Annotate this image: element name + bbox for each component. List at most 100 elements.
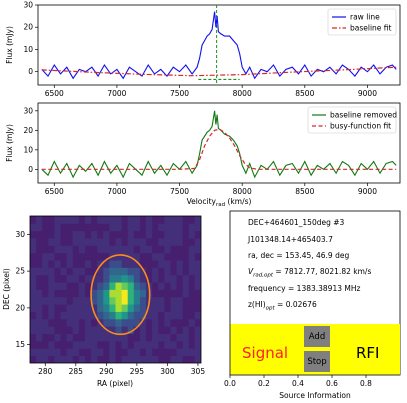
baseline-removed-plot: 6500 7000 7500 8000 8500 9000 0 10 20 30 Flux (mJ… (5, 102, 401, 208)
map-pixel (84, 289, 92, 298)
legend-label: baseline fit (350, 24, 392, 33)
map-pixel (127, 296, 135, 305)
map-pixel (176, 223, 184, 232)
map-pixel (158, 230, 165, 239)
map-pixel (36, 318, 43, 327)
map-pixel (48, 216, 55, 224)
map-pixel (152, 326, 159, 334)
map-pixel (146, 216, 153, 224)
map-pixel (121, 318, 129, 327)
moment-map-axes (29, 215, 202, 364)
map-pixel (103, 289, 110, 298)
baseline-removed-line (41, 110, 397, 179)
map-pixel (139, 355, 147, 363)
stop-button[interactable]: Stop (304, 351, 330, 372)
map-pixel (109, 289, 116, 298)
map-pixel (60, 348, 68, 357)
map-pixel (194, 326, 201, 334)
map-pixel (109, 333, 116, 342)
map-pixel (36, 289, 43, 298)
x-tick-label: 305 (191, 367, 206, 376)
signal-button[interactable]: Signal (242, 344, 289, 362)
map-pixel (84, 326, 92, 334)
map-pixel (66, 260, 74, 268)
map-pixel (115, 304, 123, 312)
velocity-symbol: V (248, 267, 254, 276)
map-pixel (176, 267, 184, 276)
map-pixel (194, 333, 201, 342)
map-pixel (60, 340, 68, 349)
map-pixel (115, 311, 123, 320)
map-pixel (66, 296, 74, 305)
map-pixel (78, 348, 86, 357)
map-pixel (48, 223, 55, 232)
map-pixel (139, 326, 147, 334)
map-pixel (121, 311, 129, 320)
map-pixel (127, 223, 135, 232)
map-pixel (127, 245, 135, 254)
map-pixel (78, 282, 86, 290)
source-id: J101348.14+465403.7 (248, 235, 333, 244)
map-pixel (97, 223, 104, 232)
map-pixel (139, 304, 147, 312)
x-tick-label: 9000 (358, 187, 377, 196)
map-pixel (72, 260, 80, 268)
map-pixel (30, 230, 37, 239)
map-pixel (54, 238, 61, 246)
map-pixel (42, 252, 49, 261)
map-pixel (121, 216, 129, 224)
map-pixel (170, 245, 177, 254)
map-pixel (133, 340, 141, 349)
map-pixel (139, 252, 147, 261)
map-pixel (84, 296, 92, 305)
map-pixel (133, 230, 141, 239)
map-pixel (91, 311, 98, 320)
map-pixel (42, 326, 49, 334)
source-ellipse[interactable] (90, 254, 151, 336)
map-pixel (78, 326, 86, 334)
map-pixel (182, 333, 190, 342)
map-pixel (84, 274, 92, 283)
map-pixel (139, 289, 147, 298)
map-pixel (78, 252, 86, 261)
map-pixel (158, 252, 165, 261)
x-tick-label: 0.2 (258, 379, 270, 388)
map-pixel (48, 252, 55, 261)
map-pixel (60, 230, 68, 239)
map-pixel (78, 318, 86, 327)
map-pixel (127, 282, 135, 290)
map-pixel (182, 348, 190, 357)
map-pixel (188, 282, 196, 290)
map-pixel (164, 326, 171, 334)
x-tick-label: 6500 (45, 187, 64, 196)
map-pixel (48, 311, 55, 320)
map-pixel (158, 304, 165, 312)
map-pixel (146, 260, 153, 268)
add-button[interactable]: Add (304, 326, 330, 347)
map-pixel (164, 230, 171, 239)
map-pixel (152, 296, 159, 305)
map-pixel (182, 318, 190, 327)
map-pixel (164, 304, 171, 312)
map-pixel (133, 282, 141, 290)
map-pixel (54, 326, 61, 334)
map-pixel (182, 326, 190, 334)
map-pixel (127, 355, 135, 363)
map-pixel (103, 296, 110, 305)
map-pixel (182, 245, 190, 254)
map-pixel (36, 340, 43, 349)
map-pixel (97, 260, 104, 268)
legend-label: busy-function fit (330, 122, 391, 131)
map-pixel (158, 245, 165, 254)
map-pixel (164, 238, 171, 246)
baseline-removed-ylabel: Flux (mJy) (5, 124, 14, 162)
map-pixel (109, 318, 116, 327)
rfi-button[interactable]: RFI (356, 344, 380, 362)
map-pixel (60, 289, 68, 298)
map-pixel (84, 318, 92, 327)
map-pixel (170, 326, 177, 334)
map-pixel (158, 289, 165, 298)
map-pixel (188, 216, 196, 224)
map-pixel (176, 282, 184, 290)
